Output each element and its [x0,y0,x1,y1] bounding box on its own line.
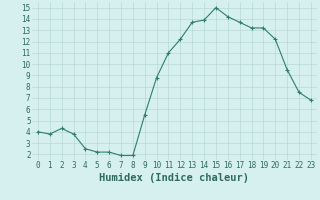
X-axis label: Humidex (Indice chaleur): Humidex (Indice chaleur) [100,173,249,183]
